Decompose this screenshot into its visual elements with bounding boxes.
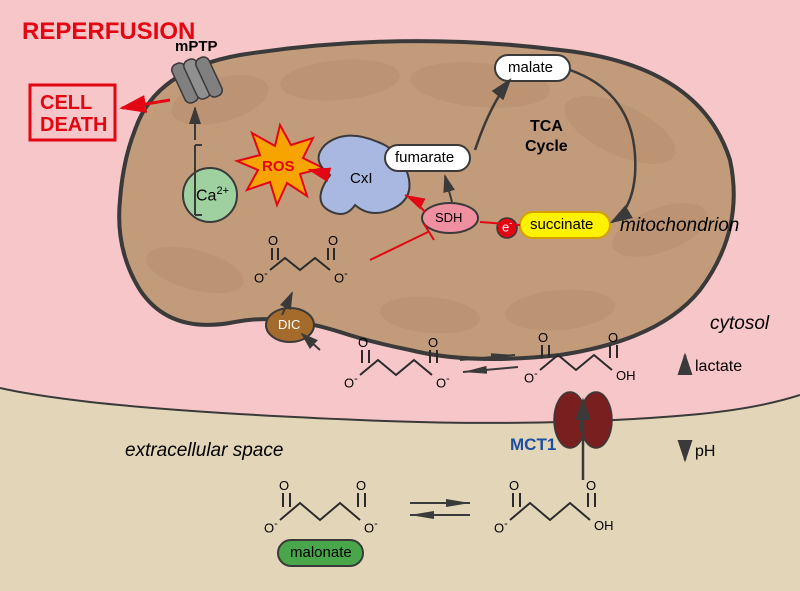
om-neg1: O- bbox=[254, 268, 268, 285]
cell-death-label: CELL DEATH bbox=[40, 92, 107, 136]
e-label: e- bbox=[502, 218, 512, 234]
title: REPERFUSION bbox=[22, 18, 195, 46]
oed-neg2: O- bbox=[364, 518, 378, 535]
extracellular-label: extracellular space bbox=[125, 440, 283, 462]
ocd-neg2: O- bbox=[436, 373, 450, 390]
o-cd-1: O bbox=[358, 335, 368, 350]
tca-label-1: TCA bbox=[530, 118, 563, 136]
diagram-svg bbox=[0, 0, 800, 591]
mct1-label: MCT1 bbox=[510, 435, 556, 455]
dic-label: DIC bbox=[278, 317, 300, 332]
diagram-canvas: REPERFUSION CELL DEATH mPTP ROS Ca2+ CxI… bbox=[0, 0, 800, 591]
oem-neg1: O- bbox=[494, 518, 508, 535]
o-m-1: O bbox=[268, 233, 278, 248]
ros-label: ROS bbox=[262, 158, 295, 175]
sdh-label: SDH bbox=[435, 210, 462, 225]
o-em-2: O bbox=[586, 478, 596, 493]
oem-oh: OH bbox=[594, 518, 614, 533]
malonate-label: malonate bbox=[290, 544, 352, 561]
e-sup: - bbox=[509, 218, 512, 228]
ocd-neg1: O- bbox=[344, 373, 358, 390]
cytosol-label: cytosol bbox=[710, 313, 769, 335]
fumarate-label: fumarate bbox=[395, 149, 454, 166]
ocm-neg1: O- bbox=[524, 368, 538, 385]
o-em-1: O bbox=[509, 478, 519, 493]
o-cm-1: O bbox=[538, 330, 548, 345]
o-cd-2: O bbox=[428, 335, 438, 350]
ca2-sup: 2+ bbox=[216, 185, 229, 197]
o-m-2: O bbox=[328, 233, 338, 248]
ca2-text: Ca bbox=[196, 187, 216, 204]
o-ed-2: O bbox=[356, 478, 366, 493]
mitochondrion-label: mitochondrion bbox=[620, 215, 739, 237]
succinate-label: succinate bbox=[530, 216, 593, 233]
oed-neg1: O- bbox=[264, 518, 278, 535]
o-ed-1: O bbox=[279, 478, 289, 493]
ocm-oh: OH bbox=[616, 368, 636, 383]
tca-label-2: Cycle bbox=[525, 138, 568, 156]
mptp-label: mPTP bbox=[175, 38, 218, 55]
ph-label: pH bbox=[695, 443, 715, 461]
malate-label: malate bbox=[508, 59, 553, 76]
om-neg2: O- bbox=[334, 268, 348, 285]
cxi-label: CxI bbox=[350, 170, 373, 187]
ca2-label: Ca2+ bbox=[196, 185, 229, 205]
lactate-label: lactate bbox=[695, 358, 742, 376]
o-cm-2: O bbox=[608, 330, 618, 345]
